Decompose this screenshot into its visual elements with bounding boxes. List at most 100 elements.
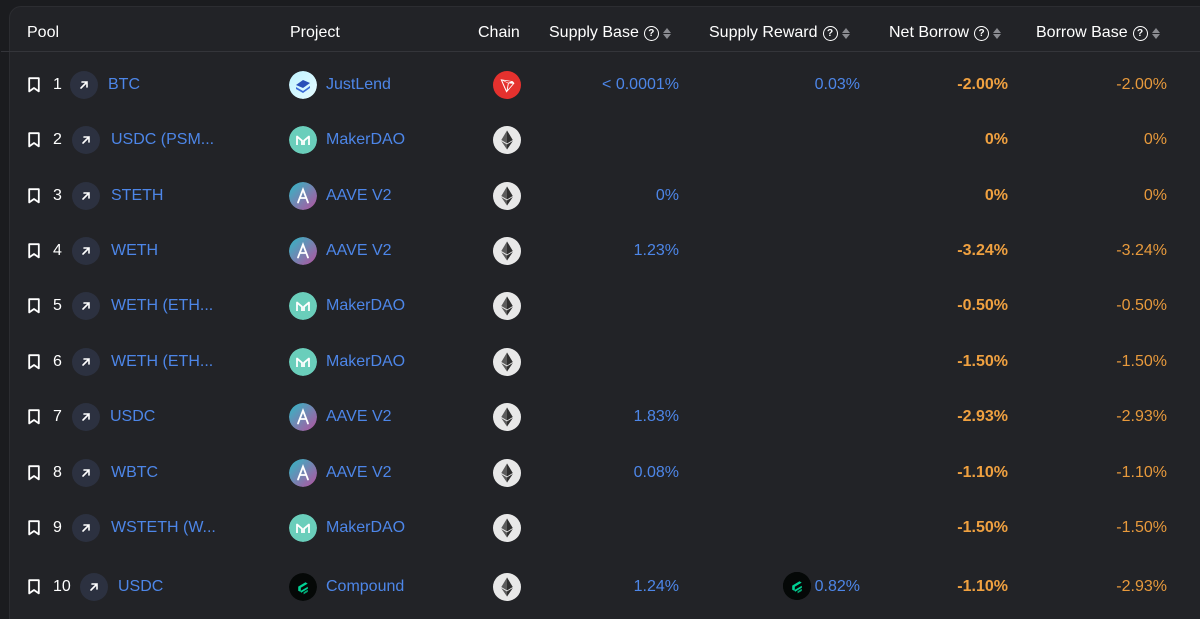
pool-link[interactable]: USDC	[110, 407, 156, 425]
open-pool-button[interactable]	[72, 181, 100, 210]
compound-logo	[783, 572, 811, 600]
column-header-borrow-base[interactable]: Borrow Base ?	[1036, 22, 1160, 44]
project-link[interactable]: MakerDAO	[326, 296, 406, 314]
bookmark-icon[interactable]	[28, 408, 40, 425]
borrow-base-value: 0%	[1143, 130, 1167, 148]
column-header-project: Project	[290, 24, 340, 41]
ethereum-logo	[493, 347, 521, 376]
project-link[interactable]: AAVE V2	[326, 407, 392, 425]
pool-link[interactable]: USDC (PSM...	[111, 130, 215, 148]
column-header-supply-reward[interactable]: Supply Reward ?	[709, 22, 850, 44]
open-pool-button[interactable]	[72, 291, 100, 320]
rank-number: 9	[53, 518, 62, 536]
project-link[interactable]: JustLend	[326, 75, 391, 93]
pool-link[interactable]: WETH	[111, 241, 159, 259]
pool-link[interactable]: USDC	[118, 578, 164, 595]
help-icon[interactable]: ?	[822, 25, 838, 41]
yields-table: Pool Project Chain Supply Base ? Supply …	[1, 6, 1200, 619]
open-pool-button[interactable]	[80, 573, 108, 601]
borrow-base-value: -2.93%	[1116, 578, 1167, 595]
rank-number: 2	[53, 130, 62, 148]
makerdao-logo	[289, 347, 317, 376]
ethereum-logo	[493, 573, 521, 601]
bookmark-icon[interactable]	[28, 579, 40, 595]
rank-number: 3	[53, 186, 62, 204]
project-link[interactable]: AAVE V2	[326, 463, 392, 481]
column-header-pool: Pool	[27, 24, 60, 41]
makerdao-logo	[289, 291, 317, 320]
pool-link[interactable]: WETH (ETH...	[111, 296, 214, 314]
help-icon[interactable]: ?	[1132, 25, 1148, 41]
aave-logo	[289, 458, 317, 487]
net-borrow-value: -1.10%	[957, 463, 1008, 481]
help-icon[interactable]: ?	[974, 25, 990, 41]
tron-logo	[493, 70, 521, 99]
bookmark-icon[interactable]	[28, 519, 40, 536]
supply-reward-value: 0.03%	[814, 75, 860, 93]
net-borrow-value: -3.24%	[957, 241, 1008, 259]
project-link[interactable]: MakerDAO	[326, 518, 406, 536]
bookmark-icon[interactable]	[28, 242, 40, 259]
sort-icon[interactable]	[841, 27, 850, 39]
pool-link[interactable]: WETH (ETH...	[111, 352, 214, 370]
open-pool-button[interactable]	[72, 347, 100, 376]
net-borrow-value: -2.93%	[957, 407, 1008, 425]
project-link[interactable]: MakerDAO	[326, 352, 406, 370]
project-link[interactable]: AAVE V2	[326, 241, 392, 259]
supply-base-value: 1.83%	[633, 407, 679, 425]
open-pool-button[interactable]	[72, 458, 100, 487]
pool-link[interactable]: WBTC	[111, 463, 159, 481]
net-borrow-value: -1.50%	[957, 352, 1008, 370]
borrow-base-value: -1.50%	[1116, 352, 1167, 370]
bookmark-icon[interactable]	[28, 131, 40, 148]
bookmark-icon[interactable]	[28, 297, 40, 314]
justlend-logo	[289, 70, 317, 99]
project-link[interactable]: AAVE V2	[326, 186, 392, 204]
net-borrow-value: -0.50%	[957, 296, 1008, 314]
bookmark-icon[interactable]	[28, 464, 40, 481]
open-pool-button[interactable]	[72, 402, 100, 431]
sort-icon[interactable]	[993, 27, 1002, 39]
open-pool-button[interactable]	[70, 70, 98, 99]
open-pool-button[interactable]	[72, 125, 100, 154]
supply-reward-value: 0.82%	[814, 578, 860, 595]
bookmark-icon[interactable]	[28, 187, 40, 204]
open-pool-button[interactable]	[72, 236, 100, 265]
project-link[interactable]: Compound	[326, 578, 405, 595]
project-link[interactable]: MakerDAO	[326, 130, 406, 148]
ethereum-logo	[493, 291, 521, 320]
pool-link[interactable]: WSTETH (W...	[111, 518, 216, 536]
column-header-net-borrow[interactable]: Net Borrow ?	[889, 22, 1002, 44]
column-header-supply-reward-label: Supply Reward	[709, 24, 818, 41]
help-icon[interactable]: ?	[643, 25, 659, 41]
sort-icon[interactable]	[662, 27, 671, 39]
column-header-borrow-base-label: Borrow Base	[1036, 24, 1128, 41]
net-borrow-value: -2.00%	[957, 75, 1008, 93]
makerdao-logo	[289, 125, 317, 154]
pool-link[interactable]: STETH	[111, 186, 164, 204]
sort-icon[interactable]	[1151, 27, 1160, 39]
column-header-supply-base[interactable]: Supply Base ?	[549, 22, 671, 44]
makerdao-logo	[289, 513, 317, 542]
supply-base-value: < 0.0001%	[602, 75, 679, 93]
open-pool-button[interactable]	[72, 513, 100, 542]
column-header-chain: Chain	[478, 24, 520, 41]
bookmark-icon[interactable]	[28, 76, 40, 93]
column-header-net-borrow-label: Net Borrow	[889, 24, 970, 41]
ethereum-logo	[493, 181, 521, 210]
pool-link[interactable]: BTC	[108, 75, 140, 93]
rank-number: 1	[53, 75, 62, 93]
bookmark-icon[interactable]	[28, 353, 40, 370]
compound-logo	[289, 573, 317, 601]
